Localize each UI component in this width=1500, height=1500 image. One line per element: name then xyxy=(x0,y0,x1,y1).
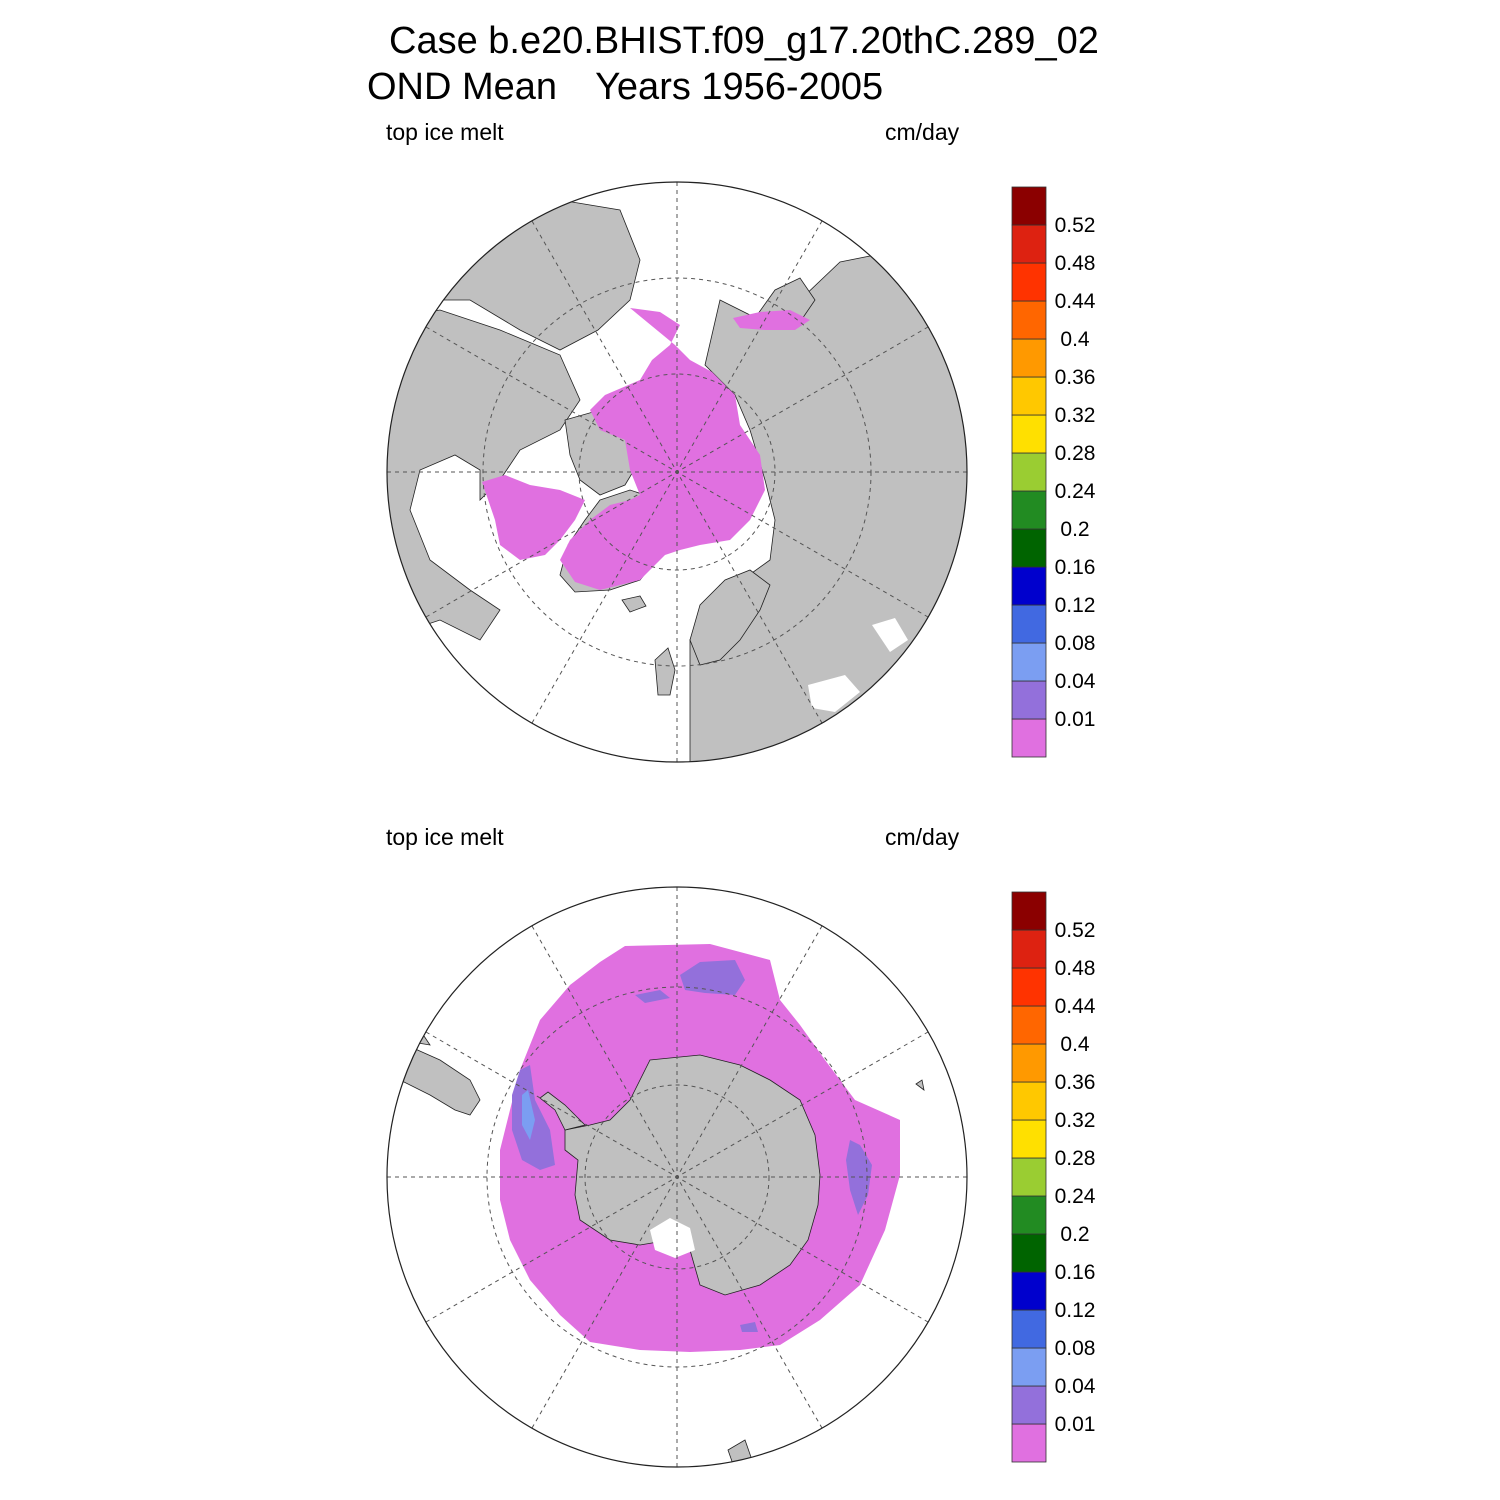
north-colorbar-tick-label: 0.24 xyxy=(1055,480,1096,503)
north-colorbar-color-box xyxy=(1011,224,1047,264)
south-colorbar-color-box xyxy=(1011,1119,1047,1159)
south-colorbar-color-box xyxy=(1011,1423,1047,1463)
north-colorbar-color-box xyxy=(1011,642,1047,682)
north-colorbar-tick-label: 0.16 xyxy=(1055,556,1096,579)
north-colorbar-color-box xyxy=(1011,376,1047,416)
south-colorbar-tick-label: 0.28 xyxy=(1055,1147,1096,1170)
north-variable-label: top ice melt xyxy=(386,119,504,145)
south-colorbar-color-box xyxy=(1011,929,1047,969)
south-colorbar-color-box xyxy=(1011,1195,1047,1235)
north-colorbar: 0.01 0.04 0.08 0.12 0.16 0.2 0.24 0.28 0.32 0.36 0… xyxy=(1011,186,1096,758)
south-colorbar-tick-label: 0.32 xyxy=(1055,1109,1096,1132)
antarctica-landmass xyxy=(564,1054,821,1296)
north-colorbar-color-box xyxy=(1011,718,1047,758)
south-colorbar-tick-label: 0.44 xyxy=(1055,995,1096,1018)
north-colorbar-tick-label: 0.28 xyxy=(1055,442,1096,465)
north-colorbar-tick-label: 0.01 xyxy=(1055,708,1096,731)
south-colorbar-color-box xyxy=(1011,967,1047,1007)
north-colorbar-tick-label: 0.32 xyxy=(1055,404,1096,427)
south-colorbar-tick-label: 0.12 xyxy=(1055,1299,1096,1322)
weddell-ice-melt-patch xyxy=(680,960,745,995)
north-graticule xyxy=(387,182,967,762)
south-colorbar-tick-label: 0.2 xyxy=(1060,1223,1089,1246)
south-colorbar-color-box xyxy=(1011,1347,1047,1387)
british-isles-landmass xyxy=(654,647,676,696)
south-colorbar-tick-label: 0.16 xyxy=(1055,1261,1096,1284)
south-colorbar-tick-label: 0.04 xyxy=(1055,1375,1096,1398)
north-colorbar-color-box xyxy=(1011,452,1047,492)
south-colorbar-color-box xyxy=(1011,1157,1047,1197)
south-colorbar-tick-label: 0.08 xyxy=(1055,1337,1096,1360)
weddell-ice-melt-edge xyxy=(635,990,670,1003)
south-america-tip xyxy=(394,1039,481,1116)
north-colorbar-color-box xyxy=(1011,680,1047,720)
south-colorbar-color-box xyxy=(1011,1233,1047,1273)
north-units-label: cm/day xyxy=(885,119,960,145)
north-colorbar-tick-label: 0.48 xyxy=(1055,252,1096,275)
south-colorbar-color-box xyxy=(1011,1385,1047,1425)
season-mean-title: OND Mean Years 1956-2005 xyxy=(367,68,883,106)
north-colorbar-tick-label: 0.2 xyxy=(1060,518,1089,541)
iceland-landmass xyxy=(621,595,647,613)
north-colorbar-tick-label: 0.36 xyxy=(1055,366,1096,389)
caspian-sea xyxy=(872,618,908,652)
north-map-border xyxy=(386,181,968,763)
north-colorbar-tick-label: 0.4 xyxy=(1060,328,1090,351)
south-colorbar-color-box xyxy=(1011,1005,1047,1045)
south-colorbar-color-box xyxy=(1011,1081,1047,1121)
north-america-landmass xyxy=(387,309,581,641)
north-colorbar-color-box xyxy=(1011,300,1047,340)
north-polar-map xyxy=(386,181,968,763)
kerguelen-island xyxy=(915,1079,925,1091)
north-colorbar-color-box xyxy=(1011,528,1047,568)
south-colorbar-tick-label: 0.52 xyxy=(1055,919,1096,942)
south-polar-map xyxy=(386,886,968,1468)
arctic-ice-melt-field xyxy=(560,308,765,590)
antarctic-peninsula xyxy=(539,1091,586,1131)
north-colorbar-color-box xyxy=(1011,490,1047,530)
south-colorbar-color-box xyxy=(1011,1271,1047,1311)
south-colorbar-color-box xyxy=(1011,891,1047,931)
north-colorbar-color-box xyxy=(1011,186,1047,226)
south-colorbar-color-box xyxy=(1011,1043,1047,1083)
south-variable-label: top ice melt xyxy=(386,824,504,850)
years-label: Years 1956-2005 xyxy=(595,66,884,108)
south-colorbar-tick-label: 0.4 xyxy=(1060,1033,1090,1056)
scandinavia-landmass xyxy=(689,569,771,666)
south-colorbar-tick-label: 0.01 xyxy=(1055,1413,1096,1436)
ross-ice-shelf xyxy=(650,1218,695,1258)
mean-label: OND Mean xyxy=(367,66,558,108)
case-title: Case b.e20.BHIST.f09_g17.20thC.289_02 xyxy=(389,20,1099,62)
north-colorbar-color-box xyxy=(1011,338,1047,378)
pacific-ice-melt-speck xyxy=(740,1322,758,1332)
south-colorbar-tick-label: 0.48 xyxy=(1055,957,1096,980)
bellingshausen-ice-melt-core xyxy=(522,1090,535,1140)
north-colorbar-color-box xyxy=(1011,604,1047,644)
south-map-border xyxy=(386,886,968,1468)
south-colorbar-tick-label: 0.24 xyxy=(1055,1185,1096,1208)
north-colorbar-tick-label: 0.44 xyxy=(1055,290,1096,313)
north-colorbar-tick-label: 0.08 xyxy=(1055,632,1096,655)
south-units-label: cm/day xyxy=(885,824,960,850)
north-colorbar-tick-label: 0.12 xyxy=(1055,594,1096,617)
north-colorbar-color-box xyxy=(1011,414,1047,454)
south-colorbar-color-box xyxy=(1011,1309,1047,1349)
south-colorbar-tick-label: 0.36 xyxy=(1055,1071,1096,1094)
north-colorbar-color-box xyxy=(1011,566,1047,606)
north-colorbar-tick-label: 0.52 xyxy=(1055,214,1096,237)
black-sea xyxy=(808,675,860,712)
north-colorbar-color-box xyxy=(1011,262,1047,302)
south-graticule xyxy=(387,887,967,1467)
north-colorbar-tick-label: 0.04 xyxy=(1055,670,1096,693)
south-colorbar: 0.01 0.04 0.08 0.12 0.16 0.2 0.24 0.28 0.32 0.36 0… xyxy=(1011,891,1096,1463)
baffin-bay-ice-melt xyxy=(482,475,585,560)
